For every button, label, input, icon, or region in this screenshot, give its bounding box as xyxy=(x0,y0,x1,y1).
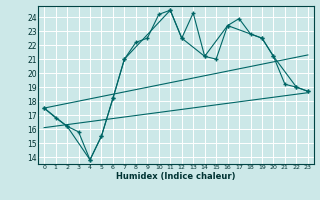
X-axis label: Humidex (Indice chaleur): Humidex (Indice chaleur) xyxy=(116,172,236,181)
